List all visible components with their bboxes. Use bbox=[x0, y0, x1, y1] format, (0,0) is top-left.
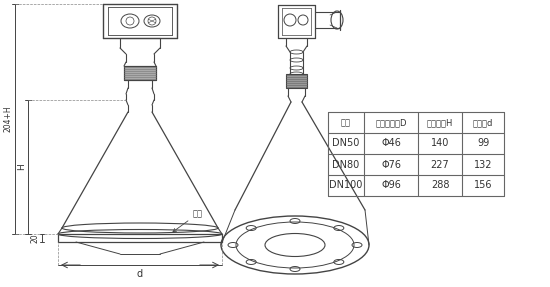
Text: Φ96: Φ96 bbox=[381, 181, 401, 191]
Text: 204+H: 204+H bbox=[4, 106, 13, 132]
Text: Φ46: Φ46 bbox=[381, 139, 401, 148]
Text: 288: 288 bbox=[431, 181, 449, 191]
Text: 喇叭口直径D: 喇叭口直径D bbox=[375, 118, 407, 127]
Text: 140: 140 bbox=[431, 139, 449, 148]
Text: 20: 20 bbox=[30, 233, 39, 243]
Text: DN80: DN80 bbox=[332, 160, 360, 170]
Text: d: d bbox=[137, 269, 143, 279]
Text: DN50: DN50 bbox=[332, 139, 360, 148]
Text: 喇叭高度H: 喇叭高度H bbox=[427, 118, 453, 127]
Bar bbox=[286, 74, 307, 88]
Text: 99: 99 bbox=[477, 139, 489, 148]
Text: 156: 156 bbox=[474, 181, 492, 191]
FancyBboxPatch shape bbox=[124, 66, 156, 80]
Text: DN100: DN100 bbox=[329, 181, 362, 191]
Text: 法兰: 法兰 bbox=[341, 118, 351, 127]
Text: 四氟盘d: 四氟盘d bbox=[473, 118, 493, 127]
Text: 132: 132 bbox=[474, 160, 492, 170]
Text: Φ76: Φ76 bbox=[381, 160, 401, 170]
Text: 法兰: 法兰 bbox=[173, 209, 203, 232]
Text: 227: 227 bbox=[431, 160, 449, 170]
Text: H: H bbox=[17, 164, 26, 170]
